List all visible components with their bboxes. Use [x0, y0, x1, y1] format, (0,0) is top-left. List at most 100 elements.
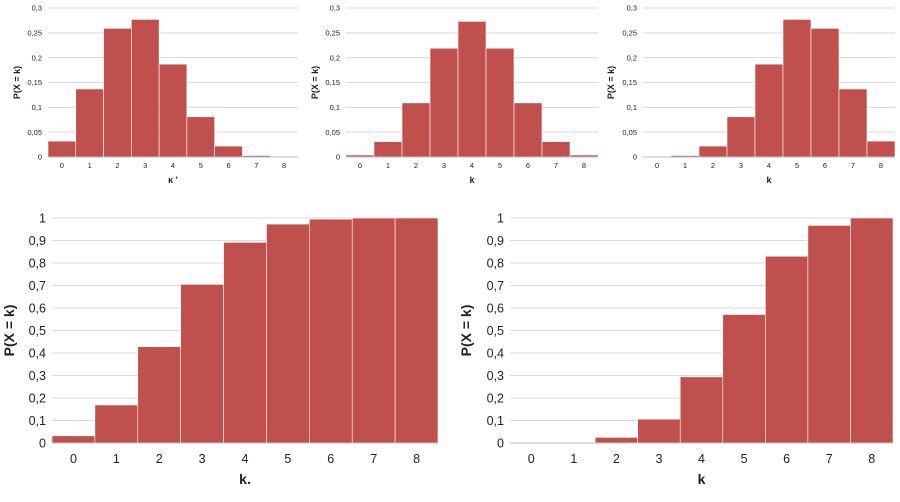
x-tick-label: 6	[823, 161, 827, 170]
bar	[637, 418, 681, 444]
bar	[103, 28, 132, 158]
y-tick-label: 0,9	[29, 234, 46, 248]
bar	[75, 88, 104, 158]
x-tick-label: 8	[879, 161, 883, 170]
y-tick-label: 0,3	[32, 4, 42, 13]
y-tick-label: 0,8	[29, 256, 46, 270]
x-tick-label: 1	[88, 161, 92, 170]
x-tick-label: 3	[655, 452, 662, 466]
y-tick-label: 0	[497, 436, 504, 450]
x-tick-label: 6	[327, 452, 334, 466]
y-tick-label: 0,2	[330, 53, 340, 62]
x-tick-label: 2	[414, 161, 418, 170]
chart-top-left: 0 0,05 0,1 0,15 0,2 0,25 0,3 0 1 2 3 4 5 6 7 8 κ ' P(X = …	[12, 4, 299, 185]
y-axis-title: P(X = k)	[310, 66, 320, 99]
y-tick-label: 0,15	[325, 78, 340, 87]
chart-bottom-left: 0 0,1 0,2 0,3 0,4 0,5 0,6 0,7 0,8 0,9 1 0 1 2 3 4 5 6 7 8 k.…	[1, 211, 439, 487]
bar	[47, 140, 77, 158]
y-tick-label: 0,7	[487, 279, 504, 293]
x-tick-label: 5	[284, 452, 291, 466]
x-tick-label: 8	[413, 452, 420, 466]
x-tick-label: 4	[171, 161, 175, 170]
x-tick-label: 7	[851, 161, 855, 170]
bar	[807, 225, 851, 444]
x-tick-label: 6	[783, 452, 790, 466]
y-tick-label: 0,05	[622, 128, 637, 137]
x-tick-label: 3	[143, 161, 147, 170]
y-tick-label: 0,2	[627, 53, 637, 62]
x-tick-label: 0	[528, 452, 535, 466]
bar	[214, 145, 243, 158]
bar	[131, 19, 160, 158]
y-tick-label: 0,5	[29, 324, 46, 338]
y-axis-title: P(X = k)	[1, 305, 17, 357]
y-tick-label: 0,6	[29, 301, 46, 315]
y-tick-label: 0,05	[27, 128, 42, 137]
x-tick-label: 5	[795, 161, 799, 170]
x-tick-label: 4	[767, 161, 771, 170]
bar	[223, 242, 267, 444]
bar	[850, 217, 894, 444]
bar	[726, 116, 756, 158]
x-tick-label: 0	[70, 452, 77, 466]
x-tick-label: 5	[498, 161, 502, 170]
y-tick-label: 0,3	[330, 4, 340, 13]
bar	[137, 346, 181, 444]
x-tick-label: 4	[470, 161, 474, 170]
y-tick-label: 0,3	[29, 369, 46, 383]
x-tick-label: 4	[242, 452, 249, 466]
y-tick-label: 0,1	[29, 414, 46, 428]
bar	[866, 140, 896, 158]
bar	[373, 141, 403, 158]
bar	[765, 255, 809, 444]
bar	[679, 376, 724, 444]
x-tick-label: 1	[683, 161, 687, 170]
y-tick-label: 0,25	[27, 28, 42, 37]
bar	[351, 217, 396, 444]
x-tick-label: 0	[655, 161, 659, 170]
x-tick-label: 6	[226, 161, 230, 170]
bar	[158, 63, 188, 158]
y-axis-title: P(X = k)	[12, 66, 22, 99]
bar	[394, 217, 439, 444]
x-tick-label: 1	[570, 452, 577, 466]
y-tick-label: 1	[39, 211, 46, 225]
x-axis-title: κ '	[168, 175, 178, 185]
y-tick-label: 0,6	[487, 301, 504, 315]
bar	[722, 314, 766, 444]
y-tick-label: 0	[39, 436, 46, 450]
bar	[457, 21, 487, 158]
x-tick-label: 7	[554, 161, 558, 170]
x-axis-title: k.	[239, 471, 251, 487]
bar	[513, 102, 543, 158]
y-tick-label: 0,1	[32, 103, 42, 112]
y-tick-label: 0,9	[487, 234, 504, 248]
x-tick-label: 1	[386, 161, 390, 170]
y-tick-label: 0,4	[29, 346, 46, 360]
y-tick-label: 0,25	[622, 28, 637, 37]
bar	[429, 47, 459, 158]
x-tick-label: 7	[826, 452, 833, 466]
y-tick-label: 0,4	[487, 346, 504, 360]
y-tick-label: 0,5	[487, 324, 504, 338]
x-tick-label: 3	[739, 161, 743, 170]
y-tick-label: 0	[38, 153, 42, 162]
y-axis-title: P(X = k)	[606, 66, 616, 99]
x-tick-label: 3	[199, 452, 206, 466]
y-tick-label: 0,1	[330, 103, 340, 112]
bar	[186, 116, 215, 158]
y-tick-label: 0,3	[487, 369, 504, 383]
bar	[810, 28, 840, 158]
y-tick-label: 1	[497, 211, 504, 225]
bar	[94, 404, 139, 444]
y-tick-label: 0,1	[487, 414, 504, 428]
x-tick-label: 5	[741, 452, 748, 466]
bar	[401, 102, 431, 158]
bar	[51, 435, 96, 444]
y-tick-label: 0	[336, 153, 340, 162]
x-tick-label: 7	[254, 161, 258, 170]
bar	[485, 47, 515, 158]
y-tick-label: 0,8	[487, 256, 504, 270]
chart-top-right: 0 0,05 0,1 0,15 0,2 0,25 0,3 0 1 2 3 4 5 6 7 8 k P(X = k)	[606, 4, 896, 185]
